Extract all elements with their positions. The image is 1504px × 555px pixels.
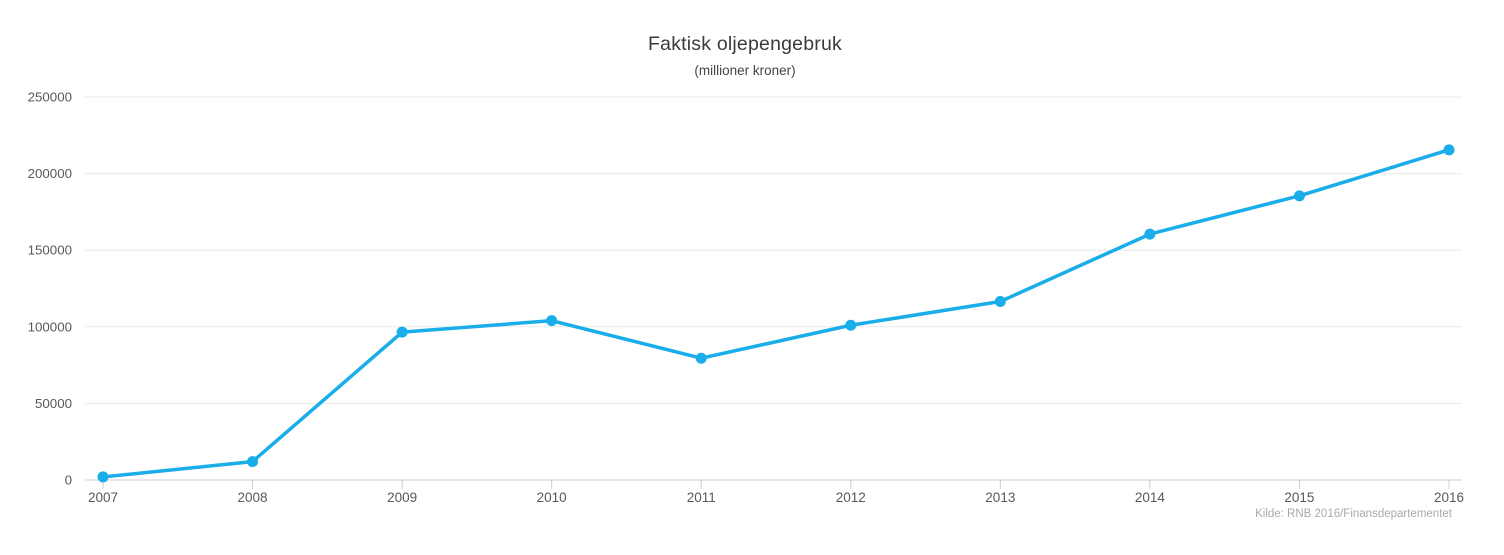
source-credit: Kilde: RNB 2016/Finansdepartementet <box>1255 508 1452 520</box>
y-tick-label: 0 <box>65 473 72 488</box>
x-tick-label: 2009 <box>387 490 417 505</box>
chart-title: Faktisk oljepengebruk <box>648 33 842 55</box>
x-tick-label: 2016 <box>1434 490 1464 505</box>
data-point <box>97 471 109 483</box>
data-point <box>546 315 558 327</box>
data-point <box>1144 228 1156 240</box>
x-tick-label: 2008 <box>238 490 268 505</box>
data-line <box>101 148 1451 479</box>
x-tick-label: 2012 <box>836 490 866 505</box>
x-tick-label: 2011 <box>687 490 716 505</box>
x-tick-label: 2010 <box>537 490 567 505</box>
chart-subtitle: (millioner kroner) <box>694 63 796 78</box>
y-tick-label: 250000 <box>28 90 72 105</box>
x-tick-label: 2014 <box>1135 490 1166 505</box>
data-point <box>994 296 1006 308</box>
data-point <box>396 326 408 338</box>
y-tick-label: 100000 <box>28 319 72 334</box>
data-point <box>1293 190 1305 202</box>
x-tick-label: 2007 <box>88 490 118 505</box>
data-point <box>695 352 707 364</box>
data-point <box>845 319 857 331</box>
x-tick-label: 2013 <box>985 490 1015 505</box>
data-point <box>1443 144 1455 156</box>
y-tick-label: 200000 <box>28 166 72 181</box>
x-tick-label: 2015 <box>1284 490 1314 505</box>
y-tick-label: 150000 <box>28 243 72 258</box>
data-point <box>247 456 259 468</box>
y-tick-label: 50000 <box>35 396 72 411</box>
